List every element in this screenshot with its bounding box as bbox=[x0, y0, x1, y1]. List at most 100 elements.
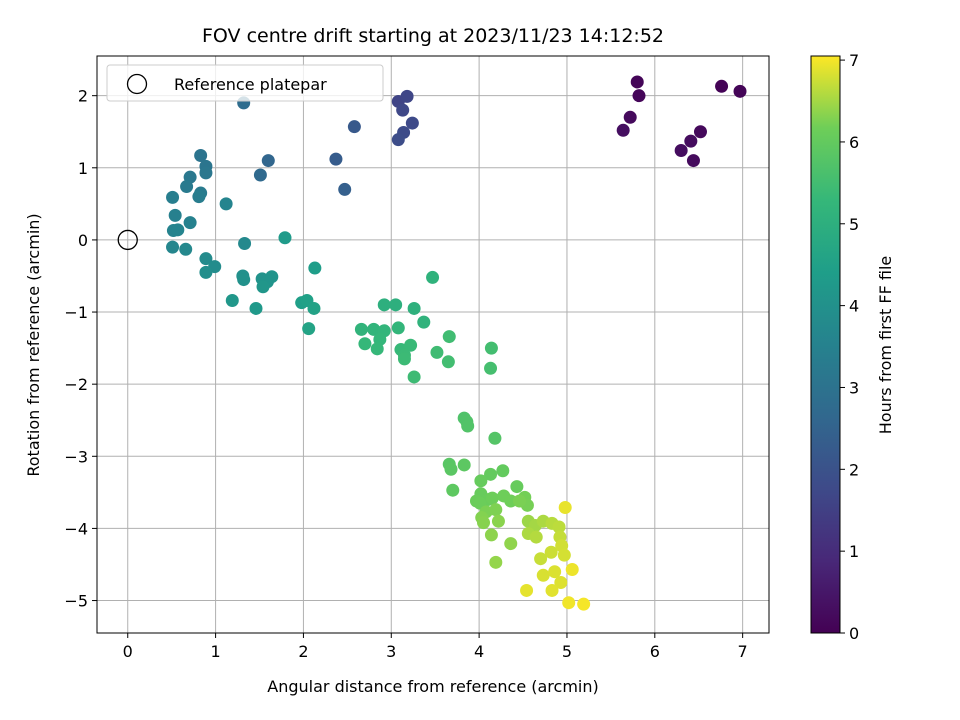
data-point bbox=[278, 231, 292, 245]
data-point bbox=[358, 337, 372, 351]
data-point bbox=[529, 530, 543, 544]
legend-box bbox=[106, 64, 384, 102]
grid bbox=[97, 56, 769, 633]
data-point bbox=[485, 491, 499, 505]
data-point bbox=[180, 180, 194, 194]
x-axis: 0 1 2 3 4 5 6 7 bbox=[123, 633, 748, 661]
y-tick-label: −4 bbox=[64, 519, 88, 538]
data-point bbox=[457, 458, 471, 472]
data-point bbox=[491, 514, 505, 528]
data-point bbox=[674, 143, 688, 157]
data-point bbox=[225, 294, 239, 308]
data-point bbox=[558, 501, 572, 515]
data-point bbox=[347, 120, 361, 134]
colorbar-label: Hours from first FF file bbox=[876, 256, 895, 435]
data-point bbox=[426, 270, 440, 284]
data-point bbox=[389, 298, 403, 312]
data-point bbox=[534, 552, 548, 566]
data-point bbox=[168, 208, 182, 222]
data-point bbox=[430, 345, 444, 359]
data-point bbox=[400, 89, 414, 103]
y-tick-label: 0 bbox=[78, 231, 88, 250]
data-point bbox=[484, 341, 498, 355]
legend-open-circle-icon bbox=[126, 73, 148, 95]
colorbar-frame bbox=[810, 55, 841, 634]
x-axis-label: Angular distance from reference (arcmin) bbox=[267, 677, 598, 696]
data-point bbox=[488, 431, 502, 445]
x-tick-label: 6 bbox=[650, 642, 660, 661]
y-axis: 2 1 0 −1 −2 −3 −4 −5 bbox=[64, 87, 97, 611]
data-point bbox=[623, 110, 637, 124]
data-point bbox=[171, 223, 185, 237]
data-point bbox=[237, 273, 251, 287]
data-point bbox=[329, 152, 343, 166]
y-tick-label: −2 bbox=[64, 375, 88, 394]
data-point bbox=[407, 301, 421, 315]
data-point bbox=[179, 242, 193, 256]
data-point bbox=[484, 361, 498, 375]
x-tick-label: 0 bbox=[123, 642, 133, 661]
data-point bbox=[199, 166, 213, 180]
data-point bbox=[693, 125, 707, 139]
data-point bbox=[536, 568, 550, 582]
x-tick-label: 7 bbox=[738, 642, 748, 661]
data-point bbox=[461, 419, 475, 433]
data-point bbox=[367, 322, 381, 336]
data-point bbox=[520, 583, 534, 597]
data-point bbox=[565, 563, 579, 577]
data-point bbox=[552, 520, 566, 534]
data-points bbox=[166, 75, 747, 611]
colorbar-tick-label: 5 bbox=[849, 215, 859, 234]
data-point bbox=[489, 503, 503, 517]
data-point bbox=[194, 149, 208, 163]
y-tick-label: 1 bbox=[78, 159, 88, 178]
colorbar-ticks: 0 1 2 3 4 5 6 7 bbox=[840, 51, 859, 643]
data-point bbox=[577, 597, 591, 611]
data-point bbox=[396, 103, 410, 117]
colorbar-gradient bbox=[811, 56, 840, 633]
data-point bbox=[484, 467, 498, 481]
data-point bbox=[513, 494, 527, 508]
data-point bbox=[733, 84, 747, 98]
x-tick-label: 3 bbox=[386, 642, 396, 661]
data-point bbox=[397, 352, 411, 366]
data-point bbox=[354, 322, 368, 336]
data-point bbox=[562, 596, 576, 610]
plot-frame bbox=[96, 55, 770, 634]
data-point bbox=[496, 464, 510, 478]
x-tick-label: 2 bbox=[298, 642, 308, 661]
data-point bbox=[477, 516, 491, 530]
colorbar-tick-label: 0 bbox=[849, 624, 859, 643]
data-point bbox=[256, 280, 270, 294]
data-point bbox=[404, 338, 418, 352]
data-point bbox=[391, 133, 405, 147]
x-tick-label: 4 bbox=[474, 642, 484, 661]
data-point bbox=[405, 116, 419, 130]
y-tick-label: −1 bbox=[64, 303, 88, 322]
data-point bbox=[504, 537, 518, 551]
data-point bbox=[166, 240, 180, 254]
data-point bbox=[489, 555, 503, 569]
data-point bbox=[417, 315, 431, 329]
data-point bbox=[377, 298, 391, 312]
data-point bbox=[684, 134, 698, 148]
colorbar: 0 1 2 3 4 5 6 7 Hours from first FF file bbox=[810, 51, 895, 643]
data-point bbox=[715, 79, 729, 93]
y-tick-label: −3 bbox=[64, 447, 88, 466]
data-point bbox=[253, 168, 267, 182]
data-point bbox=[249, 301, 263, 315]
colorbar-tick-label: 4 bbox=[849, 297, 859, 316]
data-point bbox=[338, 182, 352, 196]
data-point bbox=[442, 330, 456, 344]
y-tick-label: 2 bbox=[78, 87, 88, 106]
data-point bbox=[544, 545, 558, 559]
x-tick-label: 1 bbox=[210, 642, 220, 661]
data-point bbox=[370, 342, 384, 356]
data-point bbox=[183, 216, 197, 230]
data-point bbox=[391, 321, 405, 335]
legend-label: Reference platepar bbox=[174, 75, 327, 94]
data-point bbox=[166, 190, 180, 204]
data-point bbox=[686, 154, 700, 168]
data-point bbox=[307, 301, 321, 315]
